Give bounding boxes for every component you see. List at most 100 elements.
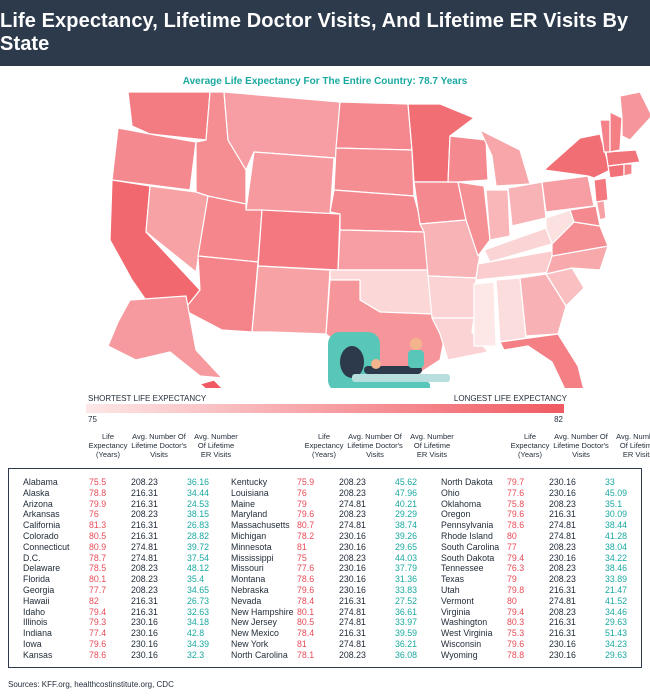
column-header-er: Avg. Number Of Lifetime ER Visits — [410, 432, 454, 459]
map-state-arkansas — [427, 275, 477, 319]
state-name: Rhode Island — [441, 531, 493, 541]
state-name: Kansas — [23, 649, 53, 660]
er-visits: 31.36 — [395, 574, 418, 585]
state-name: Alaska — [23, 487, 50, 498]
life-expectancy: 82 — [89, 595, 99, 606]
life-expectancy: 79.4 — [507, 552, 525, 563]
state-name: Hawaii — [23, 595, 50, 606]
er-visits: 38.46 — [605, 563, 628, 574]
header-banner: Life Expectancy, Lifetime Doctor Visits,… — [0, 0, 650, 66]
er-visits: 34.22 — [605, 552, 628, 563]
doctor-visits: 230.16 — [339, 563, 366, 574]
life-expectancy: 79.6 — [507, 509, 525, 520]
life-expectancy: 78.6 — [89, 649, 107, 660]
state-name: Idaho — [23, 606, 46, 617]
life-expectancy: 77.4 — [89, 628, 107, 639]
state-name: New Jersey — [231, 617, 277, 628]
state-name: Michigan — [231, 531, 267, 541]
map-state-kansas — [337, 229, 429, 271]
state-name: New Hampshire — [231, 606, 294, 617]
doctor-visits: 208.23 — [131, 574, 158, 585]
state-name: Florida — [23, 574, 50, 585]
life-expectancy: 81 — [297, 541, 307, 552]
map-state-rhode-island — [623, 163, 633, 177]
doctor-visits: 208.23 — [131, 509, 158, 520]
life-expectancy: 81.3 — [89, 520, 107, 531]
life-expectancy: 79.4 — [507, 606, 525, 617]
longest-label: LONGEST LIFE EXPECTANCY — [453, 394, 567, 403]
map-state-new-york — [543, 133, 611, 179]
er-visits: 42.8 — [187, 628, 205, 639]
map-state-ohio — [507, 181, 547, 227]
life-expectancy: 78.2 — [297, 531, 315, 541]
map-state-new-hampshire — [609, 111, 623, 153]
state-name: Montana — [231, 574, 266, 585]
scale-max: 82 — [554, 415, 563, 424]
life-expectancy-scale: SHORTEST LIFE EXPECTANCY LONGEST LIFE EX… — [82, 394, 567, 426]
life-expectancy: 79.3 — [89, 617, 107, 628]
state-name: South Dakota — [441, 552, 495, 563]
doctor-visits: 230.16 — [131, 617, 158, 628]
state-name: Washington — [441, 617, 488, 628]
er-visits: 26.83 — [187, 520, 210, 531]
er-visits: 29.65 — [395, 541, 418, 552]
state-name: Colorado — [23, 531, 59, 541]
er-visits: 21.47 — [605, 585, 628, 595]
column-header-doctor: Avg. Number Of Lifetime Doctor's Visits — [347, 432, 403, 459]
life-expectancy: 75.9 — [297, 477, 315, 487]
er-visits: 36.08 — [395, 649, 418, 660]
sources-note: Sources: KFF.org, healthcostinstitute.or… — [8, 680, 174, 689]
state-name: Utah — [441, 585, 460, 595]
doctor-visits: 216.31 — [131, 487, 158, 498]
life-expectancy: 78.4 — [297, 595, 315, 606]
mri-illustration — [328, 332, 450, 388]
doctor-visits: 208.23 — [131, 477, 158, 487]
state-name: West Virginia — [441, 628, 493, 639]
er-visits: 47.96 — [395, 487, 418, 498]
state-name: Tennessee — [441, 563, 484, 574]
doctor-visits: 208.23 — [339, 509, 366, 520]
state-name: California — [23, 520, 61, 531]
map-state-new-mexico — [251, 265, 331, 335]
state-name: Oklahoma — [441, 498, 482, 509]
state-name: New Mexico — [231, 628, 279, 639]
life-expectancy: 77.6 — [297, 563, 315, 574]
life-expectancy: 76.3 — [507, 563, 525, 574]
doctor-visits: 230.16 — [131, 628, 158, 639]
er-visits: 34.44 — [187, 487, 210, 498]
life-expectancy: 80.1 — [297, 606, 315, 617]
doctor-visits: 230.16 — [339, 585, 366, 595]
state-name: Wisconsin — [441, 639, 482, 649]
life-expectancy: 79.4 — [89, 606, 107, 617]
er-visits: 45.09 — [605, 487, 628, 498]
map-state-new-jersey — [593, 177, 609, 203]
er-visits: 28.82 — [187, 531, 210, 541]
map-state-mississippi — [473, 281, 497, 347]
er-visits: 41.28 — [605, 531, 628, 541]
state-name: Minnesota — [231, 541, 272, 552]
er-visits: 32.63 — [187, 606, 210, 617]
life-expectancy: 79.6 — [89, 639, 107, 649]
doctor-visits: 208.23 — [549, 563, 576, 574]
map-state-illinois — [457, 181, 491, 257]
er-visits: 35.1 — [605, 498, 623, 509]
state-name: Kentucky — [231, 477, 268, 487]
life-expectancy: 75.3 — [507, 628, 525, 639]
life-expectancy: 79 — [507, 574, 517, 585]
doctor-visits: 216.31 — [131, 606, 158, 617]
state-name: South Carolina — [441, 541, 500, 552]
map-state-maine — [619, 91, 650, 141]
doctor-visits: 216.31 — [549, 617, 576, 628]
er-visits: 34.18 — [187, 617, 210, 628]
doctor-visits: 208.23 — [339, 649, 366, 660]
er-visits: 29.63 — [605, 617, 628, 628]
doctor-visits: 230.16 — [339, 541, 366, 552]
state-name: Texas — [441, 574, 464, 585]
state-name: Oregon — [441, 509, 471, 520]
map-state-hawaii — [199, 379, 223, 388]
state-name: Maine — [231, 498, 255, 509]
map-state-west-virginia — [545, 209, 575, 245]
er-visits: 29.63 — [605, 649, 628, 660]
state-name: Ohio — [441, 487, 460, 498]
doctor-visits: 216.31 — [339, 628, 366, 639]
